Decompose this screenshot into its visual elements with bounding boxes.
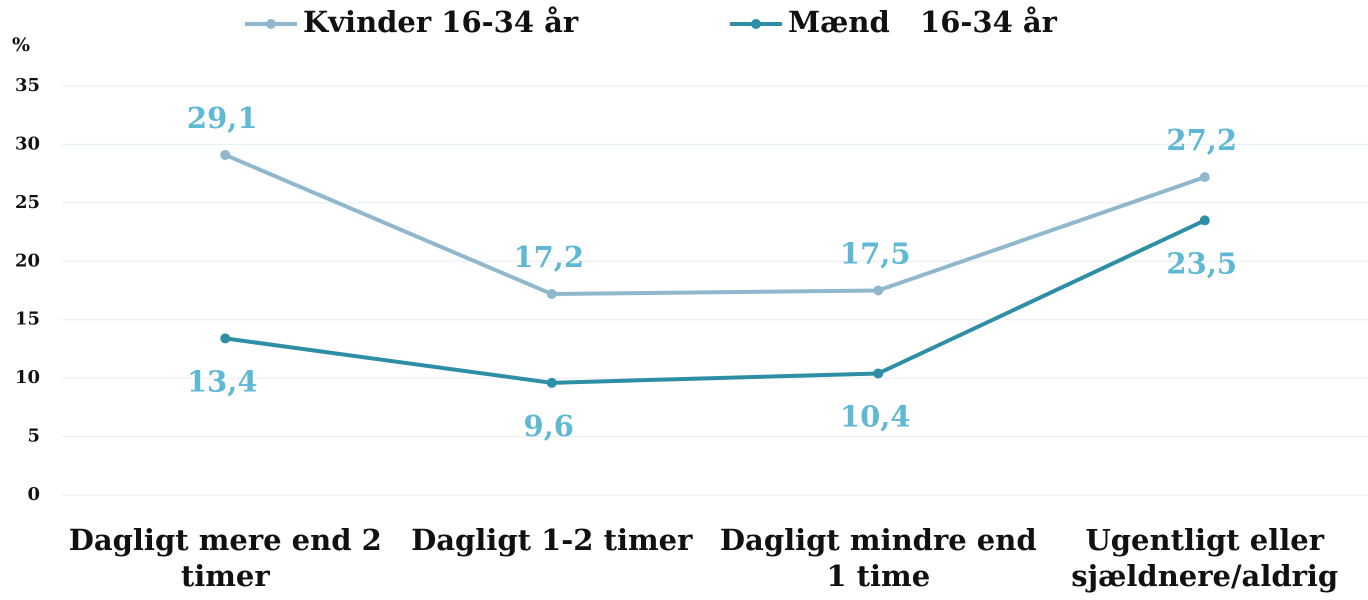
x-tick-label: Ugentligt eller sjældnere/aldrig xyxy=(1071,523,1339,593)
y-tick-label: 0 xyxy=(27,484,40,505)
point xyxy=(220,333,231,344)
series-line xyxy=(224,218,1206,385)
data-label: 23,5 xyxy=(1166,246,1237,280)
point xyxy=(546,377,557,388)
point xyxy=(1199,215,1210,226)
data-label: 27,2 xyxy=(1166,123,1237,157)
y-axis-label: % xyxy=(12,34,30,56)
legend-label: Kvinder 16-34 år xyxy=(303,5,579,39)
data-label: 10,4 xyxy=(840,399,911,433)
data-label: 13,4 xyxy=(187,364,258,398)
legend-marker xyxy=(266,19,276,29)
y-tick-label: 35 xyxy=(15,75,40,96)
y-tick-label: 20 xyxy=(15,250,40,271)
x-tick-label: Dagligt mindre end 1 time xyxy=(719,523,1037,593)
y-tick-label: 25 xyxy=(15,192,40,213)
data-label: 9,6 xyxy=(524,409,574,443)
data-label: 17,2 xyxy=(513,240,584,274)
y-tick-label: 30 xyxy=(15,133,40,154)
point xyxy=(220,149,231,160)
data-label: 29,1 xyxy=(187,101,258,135)
y-tick-label: 15 xyxy=(15,309,40,330)
y-tick-label: 5 xyxy=(27,426,40,447)
point xyxy=(873,368,884,379)
point xyxy=(873,285,884,296)
data-label: 17,5 xyxy=(840,237,911,271)
series-line xyxy=(224,153,1206,297)
x-tick-label: Dagligt 1-2 timer xyxy=(411,523,693,557)
x-tick-label: Dagligt mere end 2 timer xyxy=(68,523,382,593)
legend-label: Mænd 16-34 år xyxy=(788,5,1058,39)
point xyxy=(1199,172,1210,183)
y-tick-label: 10 xyxy=(15,367,40,388)
point xyxy=(546,289,557,300)
legend-marker xyxy=(751,19,761,29)
